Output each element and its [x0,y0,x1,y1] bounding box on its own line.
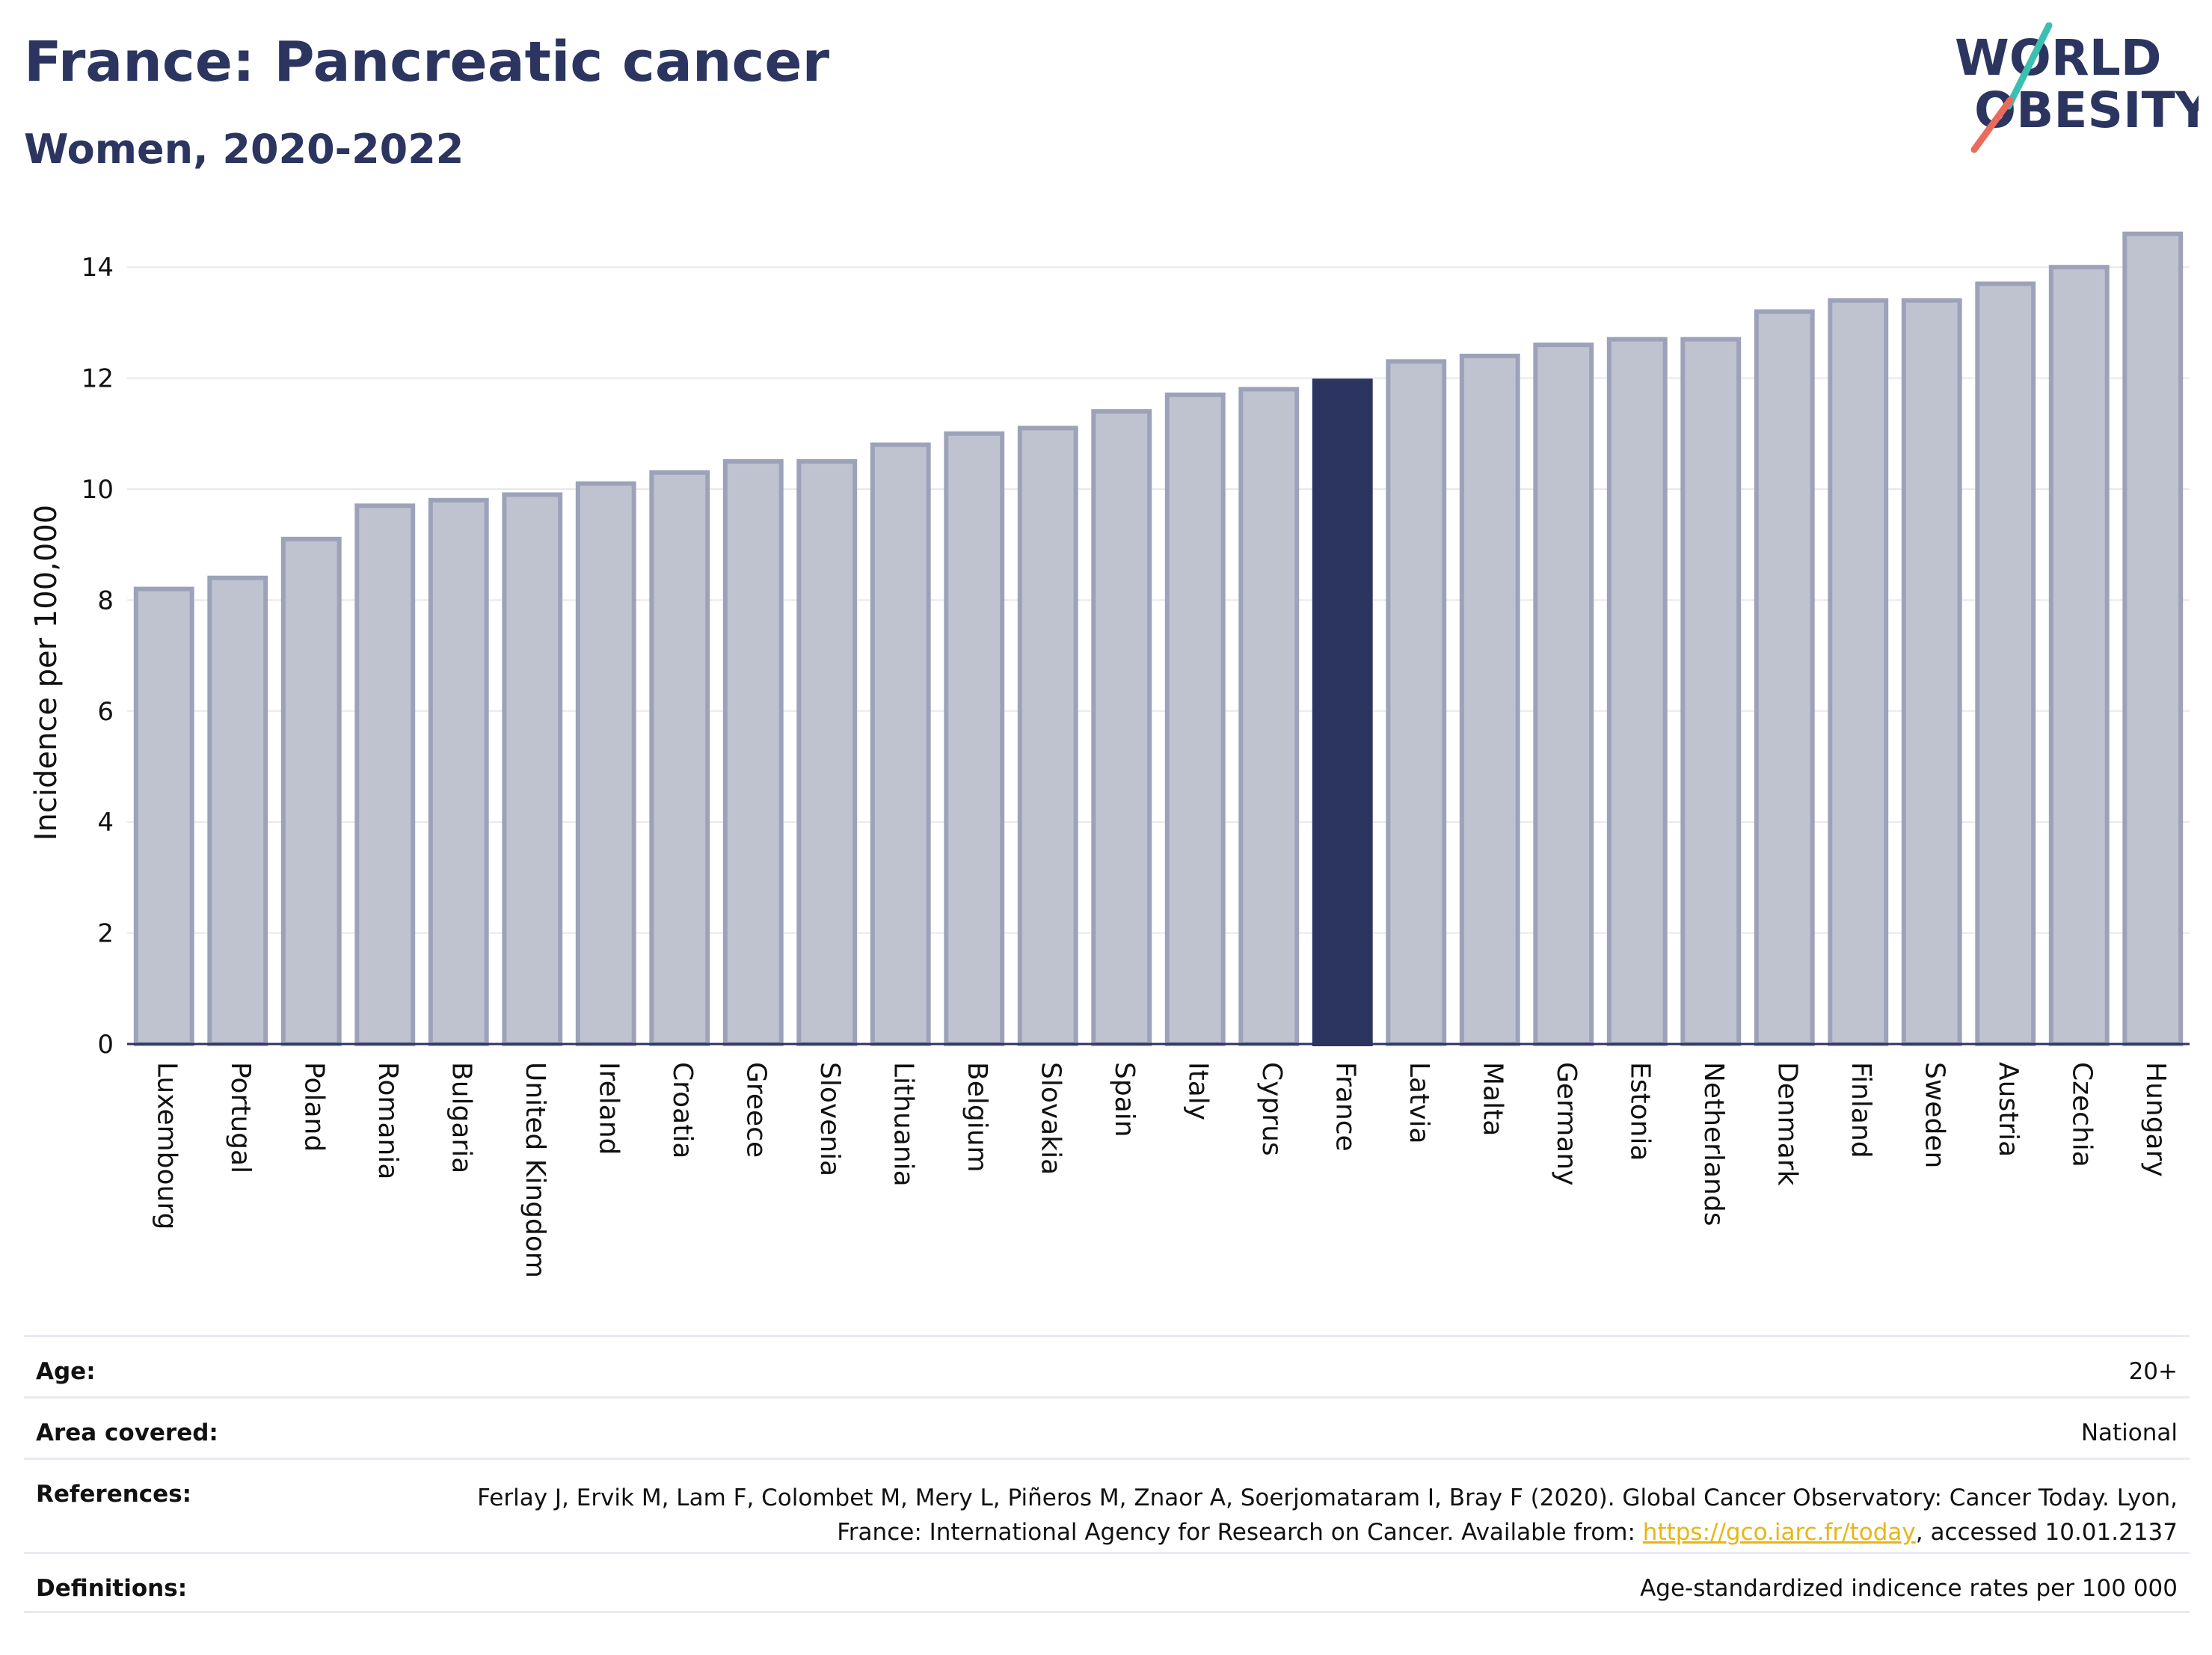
bar-greece [722,458,784,1046]
bar-poland [280,536,342,1046]
references-text: Ferlay J, Ervik M, Lam F, Colombet M, Me… [477,1484,2178,1546]
y-tick-labels: 0 2 4 6 8 10 12 14 [82,253,114,1060]
bar-estonia [1606,337,1668,1047]
y-tick-label: 10 [82,475,114,505]
x-tick-label: Slovakia [1035,1062,1066,1175]
bar-austria [1975,281,2036,1046]
x-tick-label: Netherlands [1698,1062,1729,1226]
x-tick-labels: Luxembourg Portugal Poland Romania Bulgaria U… [151,1062,2171,1278]
bar-romania [354,503,416,1046]
meta-row-area: Area covered: National [24,1396,2190,1458]
bar-hungary [2122,231,2184,1046]
age-label: Age: [36,1358,96,1385]
bar-spain [1091,409,1152,1046]
chart-title: France: Pancreatic cancer [24,30,830,94]
x-tick-label: Estonia [1624,1062,1655,1161]
x-tick-label: Cyprus [1256,1062,1287,1156]
y-tick-label: 12 [82,364,114,394]
x-tick-label: Luxembourg [151,1062,182,1229]
y-tick-label: 0 [97,1030,114,1060]
bar-ireland [575,481,636,1046]
bar-germany [1533,343,1594,1046]
x-tick-label: Denmark [1772,1062,1802,1186]
x-tick-label: Malta [1477,1062,1508,1136]
x-tick-label: Croatia [667,1062,698,1158]
x-tick-label: Latvia [1404,1062,1434,1144]
y-tick-label: 4 [97,808,114,838]
x-tick-label: Czechia [2066,1062,2097,1167]
bars [133,231,2184,1047]
x-tick-label: Portugal [225,1062,256,1173]
logo-line-2: OBESITY [1974,82,2199,139]
bar-slovenia [796,458,858,1046]
bar-finland [1828,298,1889,1047]
bar-cyprus [1238,387,1300,1046]
bar-belgium [944,431,1005,1046]
bar-czechia [2048,265,2110,1047]
definitions-value: Age-standardized indicence rates per 100… [1640,1575,2178,1602]
metadata-table: Age: 20+ Area covered: National Referenc… [24,1335,2190,1613]
chart-subtitle: Women, 2020-2022 [24,126,464,173]
world-obesity-logo: WORLD OBESITY [1955,22,2199,153]
references-tail: , accessed 10.01.2137 [1915,1519,2178,1546]
bar-portugal [207,575,268,1046]
meta-row-definitions: Definitions: Age-standardized indicence … [24,1552,2190,1613]
x-tick-label: Poland [298,1062,329,1152]
x-tick-label: Romania [372,1062,403,1179]
bar-italy [1164,392,1226,1046]
bar-netherlands [1680,337,1742,1047]
x-tick-label: Ireland [593,1062,624,1155]
references-link[interactable]: https://gco.iarc.fr/today [1642,1519,1916,1546]
bar-latvia [1386,359,1447,1046]
bar-bulgaria [428,497,489,1046]
bar-united-kingdom [502,492,563,1046]
x-tick-label: United Kingdom [520,1062,550,1278]
meta-row-age: Age: 20+ [24,1335,2190,1396]
x-tick-label: Austria [1993,1062,2024,1157]
area-value: National [2080,1419,2178,1446]
x-tick-label: Bulgaria [446,1062,476,1173]
logo-slash-coral [1970,96,2014,153]
bar-lithuania [870,442,931,1046]
y-tick-label: 8 [97,586,114,615]
x-tick-label: Hungary [2140,1062,2171,1177]
bar-sweden [1901,298,1962,1047]
x-tick-label: Finland [1846,1062,1876,1158]
bar-chart: 0 2 4 6 8 10 12 14 Luxembourg Portugal Poland Roma… [29,231,2190,1278]
age-value: 20+ [2128,1358,2178,1385]
x-tick-label: Greece [740,1062,771,1158]
x-tick-label: Sweden [1919,1062,1950,1168]
bar-denmark [1754,309,1815,1046]
bar-france [1312,378,1373,1046]
logo-line-1: WORLD [1955,29,2162,87]
x-tick-label: Germany [1551,1062,1582,1185]
logo-slash-teal [2005,22,2053,110]
bar-slovakia [1017,426,1078,1046]
x-tick-label: Italy [1182,1062,1213,1120]
x-tick-label: Lithuania [888,1062,918,1187]
x-tick-label: Slovenia [814,1062,845,1176]
y-axis-label: Incidence per 100,000 [29,505,64,841]
references-label: References: [36,1481,192,1508]
meta-row-references: References: Ferlay J, Ervik M, Lam F, Co… [24,1458,2190,1552]
x-tick-label: Spain [1109,1062,1140,1137]
y-tick-label: 14 [82,253,114,283]
y-tick-label: 6 [97,697,114,727]
y-tick-label: 2 [97,919,114,949]
area-label: Area covered: [36,1419,218,1446]
x-tick-label: France [1330,1062,1360,1152]
bar-croatia [649,470,710,1046]
bar-malta [1459,353,1520,1047]
x-tick-label: Belgium [962,1062,992,1173]
bar-luxembourg [133,586,194,1046]
references-value: Ferlay J, Ervik M, Lam F, Colombet M, Me… [458,1481,2178,1550]
definitions-label: Definitions: [36,1575,188,1602]
